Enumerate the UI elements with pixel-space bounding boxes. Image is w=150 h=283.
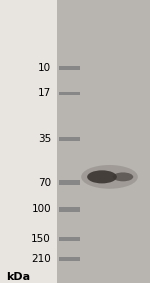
- Bar: [58, 207, 80, 212]
- Text: 70: 70: [38, 177, 51, 188]
- Bar: [58, 180, 80, 185]
- Text: 150: 150: [31, 234, 51, 244]
- Bar: [58, 257, 80, 261]
- Text: 100: 100: [31, 204, 51, 215]
- Ellipse shape: [87, 170, 117, 183]
- Text: kDa: kDa: [6, 272, 30, 282]
- Bar: [58, 66, 80, 70]
- Bar: [58, 237, 80, 241]
- Text: 10: 10: [38, 63, 51, 73]
- Text: 210: 210: [31, 254, 51, 264]
- Bar: [58, 92, 80, 95]
- Ellipse shape: [113, 172, 133, 181]
- Text: 35: 35: [38, 134, 51, 144]
- Bar: [57, 0, 150, 283]
- Bar: [58, 137, 80, 140]
- Text: 17: 17: [38, 88, 51, 98]
- Ellipse shape: [81, 165, 138, 189]
